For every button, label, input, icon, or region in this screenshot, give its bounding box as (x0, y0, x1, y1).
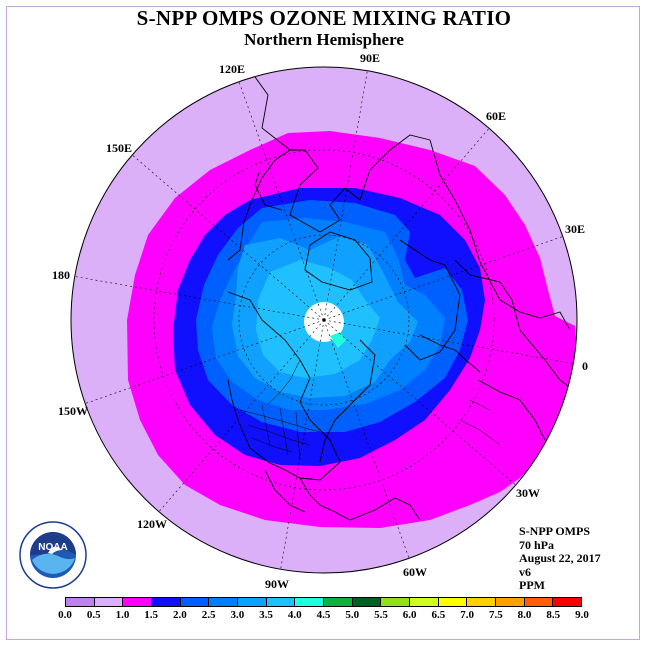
colorbar-tick-label: 1.5 (144, 609, 159, 621)
colorbar-swatch (553, 598, 582, 606)
colorbar-swatch (152, 598, 181, 606)
colorbar-swatch (209, 598, 239, 606)
colorbar-swatch (410, 598, 439, 606)
colorbar-tick-label: 2.0 (173, 609, 187, 621)
colorbar-swatch (123, 598, 153, 606)
colorbar-swatch (180, 598, 210, 606)
colorbar-tick-label: 3.0 (230, 609, 245, 621)
colorbar-tick-label: 1.0 (115, 609, 130, 621)
colorbar-swatch (238, 598, 267, 606)
lon-label-0: 0 (582, 359, 588, 373)
lon-label-60w: 60W (403, 565, 427, 579)
chart-title: S-NPP OMPS OZONE MIXING RATIO (136, 6, 512, 30)
colorbar-tick-label: 6.0 (402, 609, 417, 621)
colorbar-swatch (467, 598, 497, 606)
colorbar-tick-label: 2.5 (201, 609, 216, 621)
lon-label-150e: 150E (106, 141, 132, 155)
colorbar-tick-label: 6.5 (431, 609, 446, 621)
lon-label-30w: 30W (516, 486, 540, 500)
colorbar (65, 597, 582, 607)
lon-label-180: 180 (52, 268, 70, 282)
noaa-logo: NOAA (19, 521, 87, 589)
info-block: S-NPP OMPS 70 hPa August 22, 2017 v6 PPM (519, 524, 601, 593)
ozone-spot-4-0 (330, 332, 346, 348)
colorbar-tick-label: 7.5 (488, 609, 503, 621)
chart-subtitle: Northern Hemisphere (244, 30, 404, 49)
info-units: PPM (519, 578, 545, 592)
colorbar-tick-label: 7.0 (460, 609, 474, 621)
colorbar-swatch (66, 598, 95, 606)
figure-frame (6, 6, 640, 640)
colorbar-swatch (324, 598, 353, 606)
colorbar-tick-label: 3.5 (259, 609, 273, 621)
map-boundary (70, 66, 578, 574)
colorbar-tick-label: 5.5 (374, 609, 388, 621)
colorbar-swatch (94, 598, 124, 606)
colorbar-tick-label: 0.0 (58, 609, 72, 621)
colorbar-swatch (266, 598, 296, 606)
colorbar-tick-label: 4.5 (316, 609, 331, 621)
coastlines (227, 69, 577, 521)
admin-boundaries (239, 359, 501, 461)
colorbar-tick-label: 4.0 (287, 609, 302, 621)
colorbar-swatch (524, 598, 554, 606)
colorbar-tick-label: 8.0 (517, 609, 532, 621)
colorbar-swatch (352, 598, 382, 606)
colorbar-swatch (295, 598, 325, 606)
colorbar-labels: 0.0 0.5 1.0 1.5 2.0 2.5 3.0 3.5 4.0 4.5 5.0 5.5 6.0 6… (58, 609, 589, 623)
noaa-logo-text: NOAA (38, 542, 67, 553)
lon-label-90w: 90W (265, 577, 289, 591)
lon-label-150w: 150W (58, 404, 88, 418)
colorbar-swatch (438, 598, 468, 606)
colorbar-swatch (496, 598, 525, 606)
lon-label-30e: 30E (565, 222, 585, 236)
colorbar-tick-label: 8.5 (546, 609, 561, 621)
info-date: August 22, 2017 (519, 551, 601, 565)
lon-label-120e: 120E (219, 62, 245, 76)
info-instrument: S-NPP OMPS (519, 524, 590, 538)
lon-label-60e: 60E (486, 109, 506, 123)
info-pressure-level: 70 hPa (519, 537, 555, 552)
lon-label-120w: 120W (137, 517, 167, 531)
info-version: v6 (519, 564, 531, 579)
graticule (71, 67, 577, 573)
colorbar-tick-label: 9.0 (575, 609, 589, 621)
lon-label-90e: 90E (360, 51, 380, 65)
colorbar-tick-label: 0.5 (86, 609, 101, 621)
colorbar-tick-label: 5.0 (345, 609, 360, 621)
colorbar-swatch (381, 598, 411, 606)
